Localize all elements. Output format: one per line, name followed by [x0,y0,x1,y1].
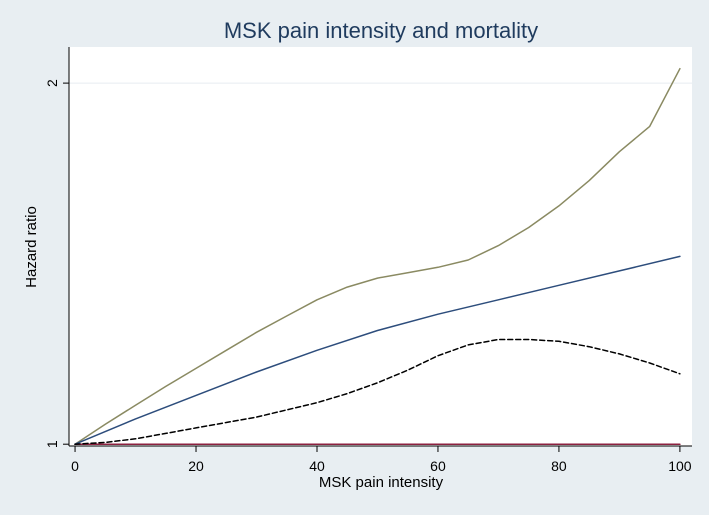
y-tick-label: 2 [44,79,60,87]
x-tick-label: 80 [551,458,567,474]
x-tick-label: 60 [430,458,446,474]
axes: 120 20 40 60 80 100 [44,47,692,474]
series-lines [74,67,681,445]
y-tick-label: 1 [44,440,60,448]
series-line-upper-confidence-limit [74,67,681,445]
y-axis-label: Hazard ratio [23,206,40,288]
x-tick-label: 20 [188,458,204,474]
x-tick-label: 0 [71,458,79,474]
x-tick-label: 100 [668,458,692,474]
series-line-hazard-ratio-estimate [74,255,681,445]
chart-title: MSK pain intensity and mortality [224,18,538,43]
x-tick-label: 40 [309,458,325,474]
x-axis-label: MSK pain intensity [319,474,444,491]
series-line-lower-confidence-limit [74,338,681,445]
plot-area [69,47,692,446]
